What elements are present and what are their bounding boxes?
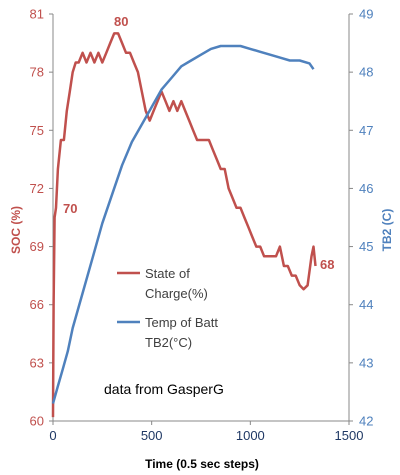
y-left-axis-title: SOC (%) [9, 206, 23, 254]
y-right-tick-label: 46 [359, 181, 373, 196]
legend: State of Charge(%) Temp of Batt TB2(°C) [117, 266, 218, 350]
ticks: 60 63 66 69 72 75 78 81 42 43 44 45 46 47 48 49 0 500 1000… [30, 7, 374, 444]
legend-label-temp-line2: TB2(°C) [145, 335, 192, 350]
y-left-tick-label: 78 [30, 65, 44, 80]
temp-line [51, 44, 315, 404]
y-right-axis-title: TB2 (C) [380, 209, 394, 252]
credit-text: data from GasperG [104, 381, 224, 397]
y-right-tick-label: 42 [359, 414, 373, 429]
annotation-70: 70 [63, 201, 77, 216]
x-tick-label: 0 [49, 428, 56, 443]
soc-line [51, 32, 317, 418]
y-left-tick-label: 81 [30, 7, 44, 22]
y-left-tick-label: 66 [30, 297, 44, 312]
y-left-tick-label: 60 [30, 414, 44, 429]
y-right-tick-label: 48 [359, 65, 373, 80]
x-tick-label: 500 [141, 428, 163, 443]
y-left-tick-label: 72 [30, 181, 44, 196]
x-axis-title: Time (0.5 sec steps) [145, 457, 259, 471]
soc-series [51, 32, 317, 418]
legend-label-soc-line2: Charge(%) [145, 286, 208, 301]
x-tick-label: 1000 [236, 428, 265, 443]
annotation-68: 68 [320, 257, 334, 272]
y-right-tick-label: 44 [359, 297, 373, 312]
y-left-tick-label: 75 [30, 123, 44, 138]
legend-label-soc-line1: State of [145, 266, 190, 281]
y-right-tick-label: 47 [359, 123, 373, 138]
annotation-80: 80 [114, 14, 128, 29]
y-left-tick-label: 63 [30, 355, 44, 370]
temp-series [51, 44, 315, 404]
y-left-tick-label: 69 [30, 239, 44, 254]
y-right-tick-label: 43 [359, 355, 373, 370]
axes [49, 13, 353, 425]
y-right-tick-label: 49 [359, 7, 373, 22]
legend-label-temp-line1: Temp of Batt [145, 315, 218, 330]
x-tick-label: 1500 [335, 428, 364, 443]
y-right-tick-label: 45 [359, 239, 373, 254]
